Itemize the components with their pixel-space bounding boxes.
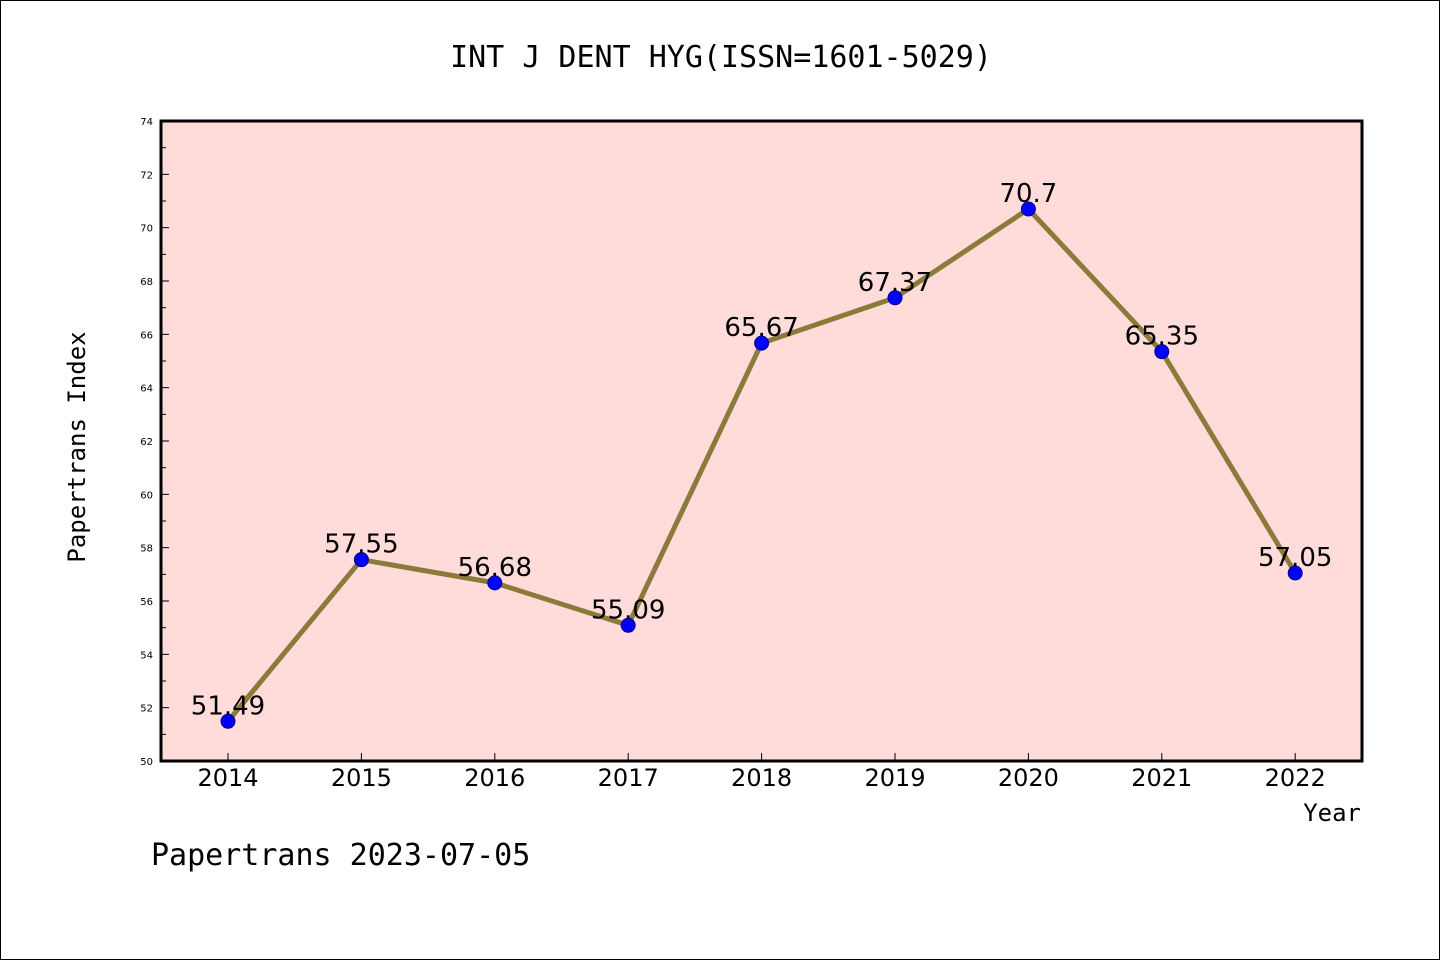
data-point — [1154, 344, 1170, 360]
y-tick-label: 60 — [140, 490, 153, 501]
x-tick-label: 2018 — [731, 764, 792, 792]
y-axis-ticks: 50 52 54 56 58 60 62 64 66 68 70 72 74 — [140, 117, 169, 768]
data-point — [1020, 201, 1036, 217]
data-label: 55.09 — [591, 595, 665, 625]
y-tick-label: 54 — [140, 650, 153, 661]
data-point — [620, 617, 636, 633]
data-point — [754, 335, 770, 351]
y-tick-label: 64 — [140, 384, 153, 395]
y-tick-label: 58 — [140, 544, 153, 555]
x-tick-label: 2019 — [864, 764, 925, 792]
x-axis-label: Year — [1303, 799, 1361, 827]
data-label: 57.55 — [324, 530, 398, 560]
series-line-group — [220, 201, 1303, 729]
plot-area — [159, 119, 1364, 763]
x-tick-label: 2017 — [598, 764, 659, 792]
y-tick-label: 52 — [140, 704, 153, 715]
y-tick-label: 72 — [140, 170, 153, 181]
y-tick-label: 74 — [140, 117, 153, 128]
footer-watermark: Papertrans 2023-07-05 — [151, 838, 530, 873]
data-label: 67.37 — [858, 268, 932, 298]
data-label: 65.67 — [724, 313, 798, 343]
data-label: 70.7 — [999, 179, 1057, 209]
y-tick-label: 56 — [140, 597, 153, 608]
data-label: 65.35 — [1125, 322, 1199, 352]
y-axis-label: Papertrans Index — [63, 331, 91, 562]
y-tick-label: 62 — [140, 437, 153, 448]
data-point — [487, 575, 503, 591]
data-label: 56.68 — [458, 553, 532, 583]
data-point — [220, 713, 236, 729]
data-label: 51.49 — [191, 691, 265, 721]
data-label: 57.05 — [1258, 543, 1332, 573]
data-labels-group: 51.49 57.55 56.68 55.09 65.67 67.37 70.7 65.35 5… — [191, 179, 1333, 721]
data-point — [1287, 565, 1303, 581]
data-point — [887, 290, 903, 306]
x-tick-label: 2020 — [998, 764, 1059, 792]
y-tick-label: 68 — [140, 277, 153, 288]
x-tick-label: 2021 — [1131, 764, 1192, 792]
chart-title: INT J DENT HYG(ISSN=1601-5029) — [450, 40, 992, 75]
x-axis-ticks: 2014 2015 2016 2017 2018 2019 2020 2021 2022 — [197, 753, 1326, 792]
x-tick-label: 2015 — [331, 764, 392, 792]
y-tick-label: 70 — [140, 224, 153, 235]
y-tick-label: 66 — [140, 330, 153, 341]
x-tick-label: 2014 — [197, 764, 258, 792]
x-tick-label: 2022 — [1265, 764, 1326, 792]
x-tick-label: 2016 — [464, 764, 525, 792]
data-point — [353, 552, 369, 568]
y-tick-label: 50 — [140, 757, 153, 768]
